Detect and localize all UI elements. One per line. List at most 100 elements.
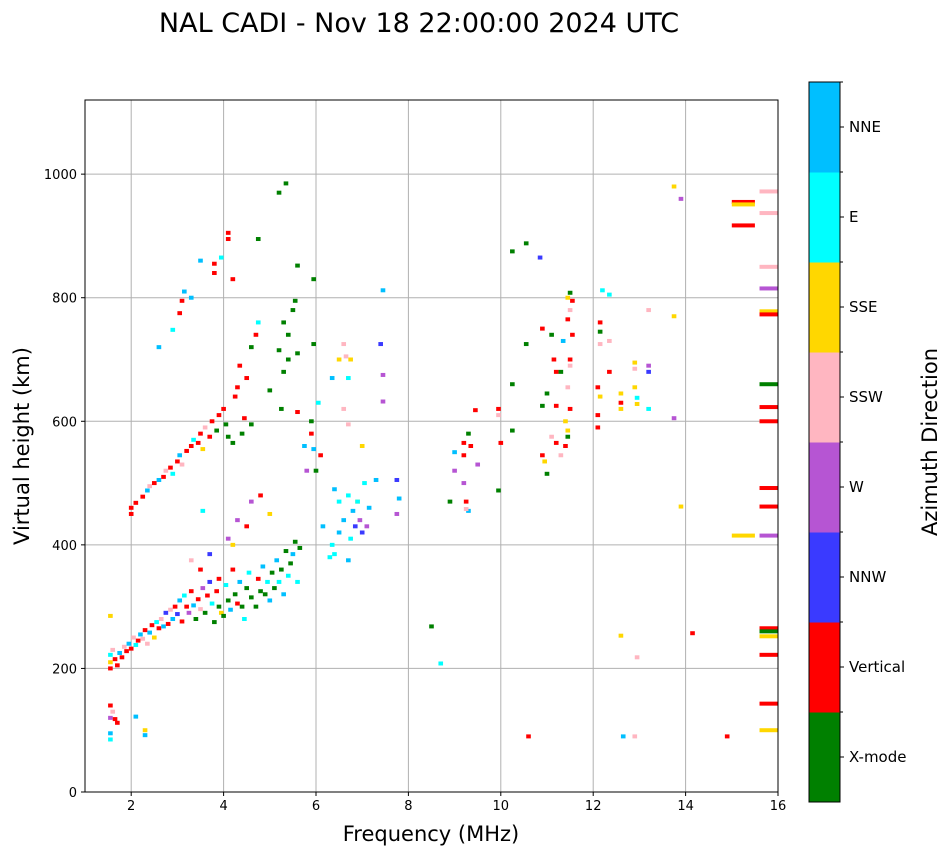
data-point-ssw	[634, 655, 640, 660]
data-point-x-mode	[221, 613, 226, 618]
data-point-e	[362, 481, 367, 486]
data-point-x-mode	[447, 499, 453, 504]
data-point-ssw	[632, 366, 638, 371]
data-point-vertical	[553, 440, 559, 445]
data-point-vertical	[142, 628, 148, 633]
data-point-vertical	[244, 524, 250, 529]
data-point-x-mode	[285, 357, 291, 362]
data-point-ssw	[607, 338, 612, 343]
data-point-x-mode	[244, 586, 250, 591]
data-point-e	[133, 642, 139, 647]
data-point-e	[438, 661, 444, 666]
data-point-ssw	[341, 342, 347, 347]
data-point-nne	[161, 624, 166, 629]
data-point-w	[357, 518, 363, 523]
data-point-e	[154, 620, 159, 625]
data-point-e	[246, 570, 252, 575]
data-point-nne	[147, 630, 152, 635]
data-point-vertical	[295, 410, 300, 415]
data-point-ssw	[597, 342, 603, 347]
data-point-e	[182, 593, 187, 598]
data-point-nne	[560, 338, 566, 343]
data-point-nne	[620, 734, 626, 739]
data-point-ssw	[565, 385, 571, 390]
data-point-vertical	[195, 597, 201, 602]
data-point-nne	[373, 477, 379, 482]
data-point-w	[646, 363, 651, 368]
data-point-vertical	[124, 649, 129, 654]
data-point-sse	[108, 660, 113, 665]
data-point-ssw	[158, 617, 164, 621]
data-point-x-mode	[283, 549, 289, 554]
data-point-nnw	[352, 524, 358, 529]
data-point-sse	[336, 357, 342, 362]
data-point-ssw	[110, 647, 116, 652]
data-point-e	[348, 536, 353, 541]
data-point-x-mode	[523, 342, 529, 347]
data-point-sse	[671, 184, 677, 189]
data-point-e	[346, 493, 351, 498]
data-point-x-mode	[313, 468, 319, 473]
data-point-x-mode	[429, 624, 434, 629]
data-point-vertical	[258, 493, 263, 498]
data-point-nne	[182, 289, 187, 294]
data-point-x-mode	[272, 586, 277, 591]
data-point-vertical	[567, 406, 573, 411]
colorbar-tick-label: Vertical	[849, 658, 905, 676]
data-point-x-mode	[279, 406, 284, 411]
data-point-vertical	[461, 440, 467, 445]
x-tick-label: 16	[770, 799, 787, 814]
data-point-vertical	[207, 434, 213, 439]
data-point-x-mode	[230, 440, 236, 445]
data-point-x-mode	[249, 345, 254, 350]
data-point-vertical	[731, 199, 755, 204]
data-point-vertical	[128, 646, 134, 651]
data-point-vertical	[595, 385, 601, 390]
data-point-vertical	[526, 734, 531, 739]
data-point-nne	[156, 477, 162, 482]
data-point-vertical	[151, 481, 157, 486]
data-point-vertical	[540, 326, 545, 331]
data-point-x-mode	[292, 539, 298, 544]
data-point-x-mode	[216, 604, 222, 609]
data-point-sse	[632, 385, 638, 390]
x-tick-label: 2	[127, 799, 135, 814]
x-tick-label: 6	[312, 799, 320, 814]
data-point-x-mode	[232, 592, 238, 597]
data-point-x-mode	[295, 263, 300, 268]
data-point-ssw	[121, 644, 127, 649]
data-point-nne	[145, 488, 150, 493]
data-point-nnw	[207, 552, 213, 557]
data-point-w	[249, 499, 254, 504]
data-point-x-mode	[311, 342, 316, 347]
data-point-ssw	[759, 264, 778, 269]
data-point-vertical	[618, 400, 624, 405]
data-point-x-mode	[297, 545, 303, 550]
data-point-vertical	[225, 237, 231, 242]
data-point-sse	[108, 613, 113, 618]
data-point-sse	[618, 406, 624, 411]
y-tick-label: 800	[52, 292, 77, 307]
colorbar-segment	[809, 82, 840, 173]
y-tick-label: 200	[52, 662, 77, 677]
data-point-sse	[759, 309, 778, 314]
data-point-vertical	[230, 567, 236, 572]
colorbar-tick-label: NNW	[849, 568, 886, 586]
data-point-vertical	[195, 440, 201, 445]
data-point-nne	[228, 607, 233, 612]
data-point-x-mode	[510, 382, 515, 387]
data-point-sse	[759, 728, 778, 733]
data-point-nne	[329, 376, 335, 381]
colorbar-segment	[809, 712, 840, 803]
data-point-sse	[618, 391, 624, 396]
data-point-x-mode	[292, 298, 298, 303]
y-axis-ticks: 0 200 400 600 800 1000	[44, 168, 85, 801]
y-tick-label: 0	[69, 786, 77, 801]
data-point-x-mode	[253, 604, 259, 609]
data-point-vertical	[759, 486, 778, 491]
data-point-vertical	[198, 431, 203, 436]
colorbar-segment	[809, 442, 840, 533]
data-point-ssw	[567, 308, 573, 313]
data-point-sse	[151, 635, 157, 640]
data-point-w	[225, 536, 231, 541]
